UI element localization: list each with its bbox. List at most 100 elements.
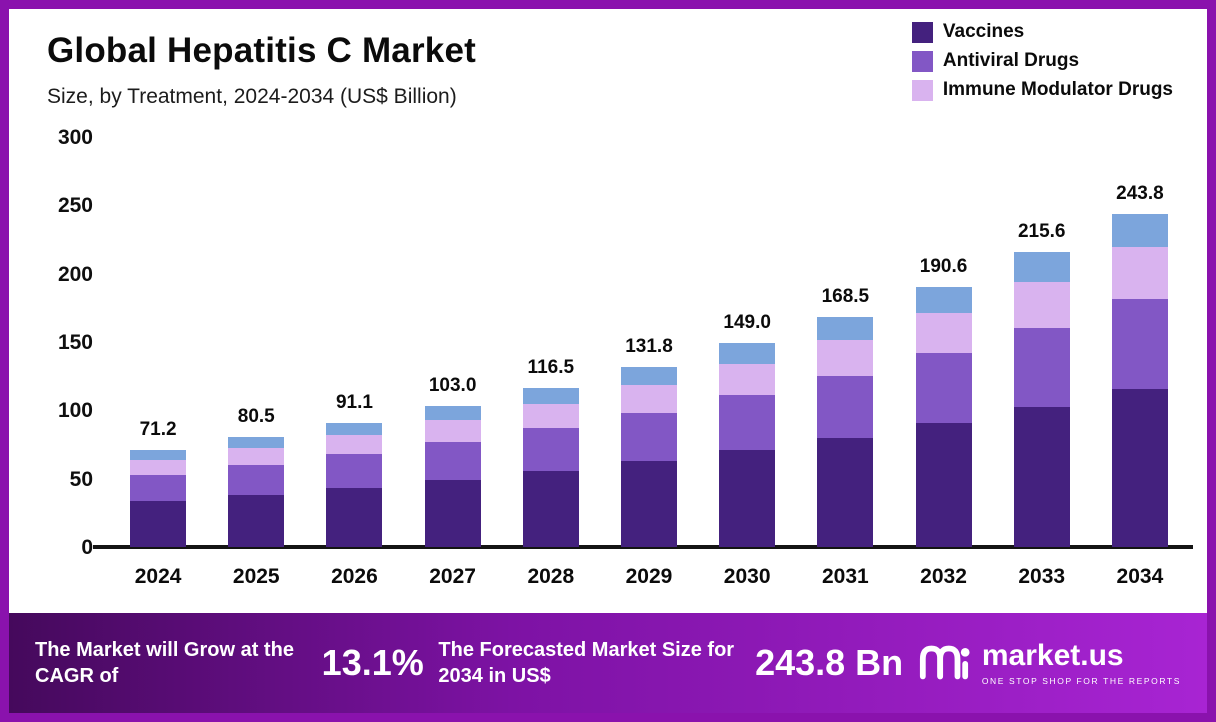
bar-2026 [326,422,383,547]
segment-antiviral-drugs-2027 [424,442,481,481]
x-label-2029: 2029 [625,565,673,588]
bar-slot-2029: 131.8 2029 [600,137,698,588]
chart-subtitle: Size, by Treatment, 2024-2034 (US$ Billi… [47,85,457,108]
footer-band: The Market will Grow at the CAGR of 13.1… [9,613,1207,713]
market-us-logo-icon [918,639,970,688]
segment-immune-modulator-drugs-2033 [1013,281,1070,328]
bar-2028 [522,387,579,547]
brand-tagline: ONE STOP SHOP FOR THE REPORTS [981,675,1181,686]
bar-2031 [817,316,874,547]
segment-immune-modulator-drugs-2025 [228,448,285,466]
segment-antiviral-drugs-2031 [817,375,874,438]
value-label-2027: 103.0 [428,375,477,397]
y-axis: 0 50 100 150 200 250 300 [31,126,93,559]
segment-vaccines-2024 [130,500,187,547]
segment-unlabeled-top-segment-2025 [228,437,285,449]
bar-slot-2030: 149.0 2030 [698,137,796,588]
x-label-2026: 2026 [331,565,378,588]
x-label-2028: 2028 [527,565,575,588]
segment-unlabeled-top-segment-2031 [817,316,874,340]
legend-label: Antiviral Drugs [942,50,1080,71]
bar-slot-2026: 91.1 2026 [305,137,403,588]
segment-unlabeled-top-segment-2027 [424,406,481,421]
value-label-2028: 116.5 [527,356,575,378]
segment-antiviral-drugs-2025 [228,465,285,495]
bar-2033 [1013,252,1070,547]
segment-unlabeled-top-segment-2026 [326,422,383,435]
segment-antiviral-drugs-2029 [620,412,677,462]
segment-vaccines-2027 [424,480,481,547]
x-label-2025: 2025 [232,565,280,588]
segment-antiviral-drugs-2033 [1013,327,1070,408]
y-tick-50: 50 [69,467,93,491]
x-label-2030: 2030 [723,565,771,588]
segment-vaccines-2025 [228,494,285,547]
bar-2032 [915,286,972,547]
footer-forecast-value: 243.8 Bn [755,642,904,683]
x-label-2024: 2024 [134,565,182,588]
y-tick-250: 250 [57,194,93,218]
value-label-2033: 215.6 [1017,221,1066,243]
segment-antiviral-drugs-2024 [130,474,187,501]
bar-2029 [620,366,677,547]
segment-vaccines-2031 [817,437,874,547]
bar-slot-2031: 168.5 2031 [796,137,894,588]
plot-area: 71.2 2024 80.5 2025 91.1 2026 103.0 2027 116.5 20… [93,137,1193,588]
segment-unlabeled-top-segment-2028 [522,387,579,404]
bar-slot-2025: 80.5 2025 [207,137,305,588]
segment-immune-modulator-drugs-2031 [817,339,874,376]
bar-2025 [228,437,285,547]
bar-2027 [424,406,481,547]
segment-unlabeled-top-segment-2029 [620,366,677,385]
segment-antiviral-drugs-2030 [719,395,776,451]
legend-item-3: Immune Modulator Drugs [911,79,1173,101]
brand-name: market.us [981,638,1124,672]
legend-swatch [911,79,933,101]
segment-vaccines-2028 [522,471,579,547]
legend-swatch [911,50,933,72]
legend-label: Vaccines [942,21,1025,42]
segment-immune-modulator-drugs-2026 [326,434,383,455]
value-label-2031: 168.5 [821,285,870,307]
segment-immune-modulator-drugs-2034 [1111,247,1168,299]
segment-immune-modulator-drugs-2030 [719,363,776,396]
value-label-2026: 91.1 [335,391,373,413]
value-label-2024: 71.2 [139,418,177,440]
footer-cagr-value: 13.1% [321,642,424,683]
segment-unlabeled-top-segment-2034 [1111,213,1168,248]
segment-immune-modulator-drugs-2028 [522,403,579,429]
legend: Vaccines Antiviral Drugs Immune Modulator … [911,21,1173,101]
bar-slot-2024: 71.2 2024 [109,137,207,588]
x-label-2031: 2031 [821,565,869,588]
segment-antiviral-drugs-2034 [1111,298,1168,389]
value-label-2032: 190.6 [919,255,968,277]
segment-antiviral-drugs-2028 [522,428,579,472]
bar-slot-2033: 215.6 2033 [993,137,1091,588]
segment-unlabeled-top-segment-2032 [915,286,972,313]
chart-title: Global Hepatitis C Market [47,31,476,70]
segment-vaccines-2034 [1111,388,1168,547]
bar-2030 [719,343,776,547]
x-label-2032: 2032 [920,565,967,588]
bar-2024 [130,449,187,547]
legend-item-2: Antiviral Drugs [911,50,1173,72]
value-label-2034: 243.8 [1116,182,1164,204]
segment-unlabeled-top-segment-2024 [130,449,187,460]
segment-unlabeled-top-segment-2033 [1013,252,1070,282]
x-label-2034: 2034 [1116,565,1164,588]
y-tick-150: 150 [57,331,93,354]
footer-forecast-caption: The Forecasted Market Size for 2034 in U… [438,639,735,687]
x-axis-baseline [93,545,1193,549]
segment-vaccines-2026 [326,487,383,547]
y-tick-300: 300 [57,126,93,149]
segment-immune-modulator-drugs-2029 [620,384,677,413]
segment-vaccines-2030 [719,450,776,547]
segment-vaccines-2029 [620,461,677,547]
legend-item-1: Vaccines [911,21,1173,43]
bar-slot-2027: 103.0 2027 [404,137,502,588]
y-tick-0: 0 [81,536,93,559]
value-label-2025: 80.5 [237,405,275,427]
segment-immune-modulator-drugs-2032 [915,312,972,353]
y-tick-200: 200 [57,262,93,286]
